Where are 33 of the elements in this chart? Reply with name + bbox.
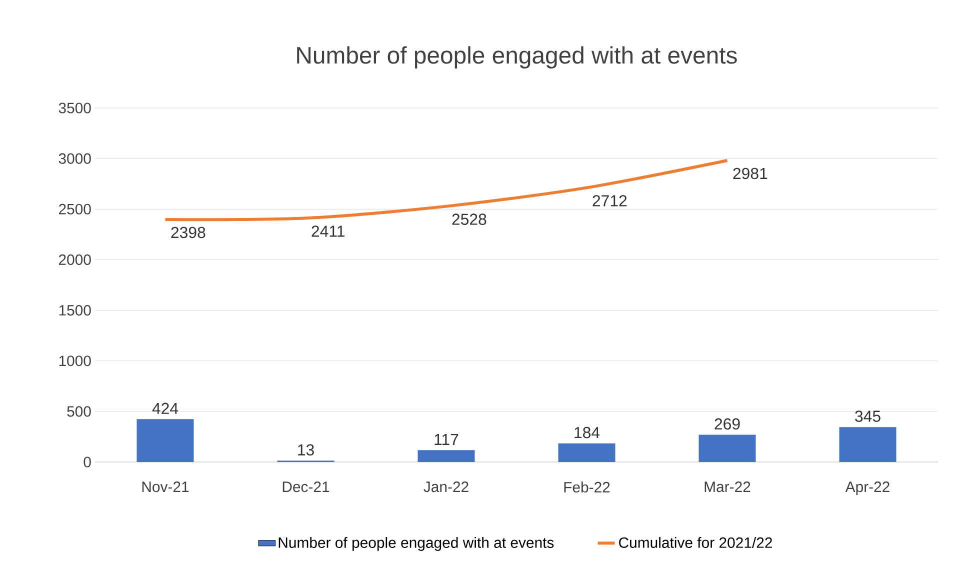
bar [839,427,896,462]
bar [136,419,194,462]
chart-title: Number of people engaged with at events [297,46,737,69]
y-tick-label: 500 [67,406,91,417]
x-tick-label: Mar-22 [704,482,750,492]
data-label: 2528 [452,214,486,225]
bar [418,450,475,462]
data-label: 2398 [171,226,206,238]
y-tick-label: 2500 [58,204,91,214]
x-tick-label: Dec-21 [282,482,330,492]
x-tick-label: Apr-22 [845,482,890,496]
data-label: 345 [855,410,880,422]
y-tick-label: 2000 [58,254,91,265]
data-label: 13 [298,444,314,456]
y-tick-label: 1000 [59,356,91,366]
y-tick-label: 0 [84,456,91,468]
bar [698,434,756,462]
y-tick-label: 3500 [58,102,91,114]
data-label: 117 [434,434,458,445]
data-label: 269 [714,418,740,430]
data-label: 424 [152,402,178,414]
data-label: 2411 [312,226,344,237]
x-tick-label: Feb-22 [564,482,610,492]
data-label: 184 [574,426,600,438]
y-tick-label: 3000 [58,153,91,164]
x-tick-label: Jan-22 [424,482,468,492]
x-tick-label: Nov-21 [142,482,189,492]
legend-label: Number of people engaged with at events [278,536,554,551]
y-tick-label: 1500 [59,304,91,316]
data-label: 2981 [733,168,768,180]
data-label: 2712 [592,195,627,206]
legend-label: Cumulative for 2021/22 [619,536,772,548]
bar [558,443,616,462]
